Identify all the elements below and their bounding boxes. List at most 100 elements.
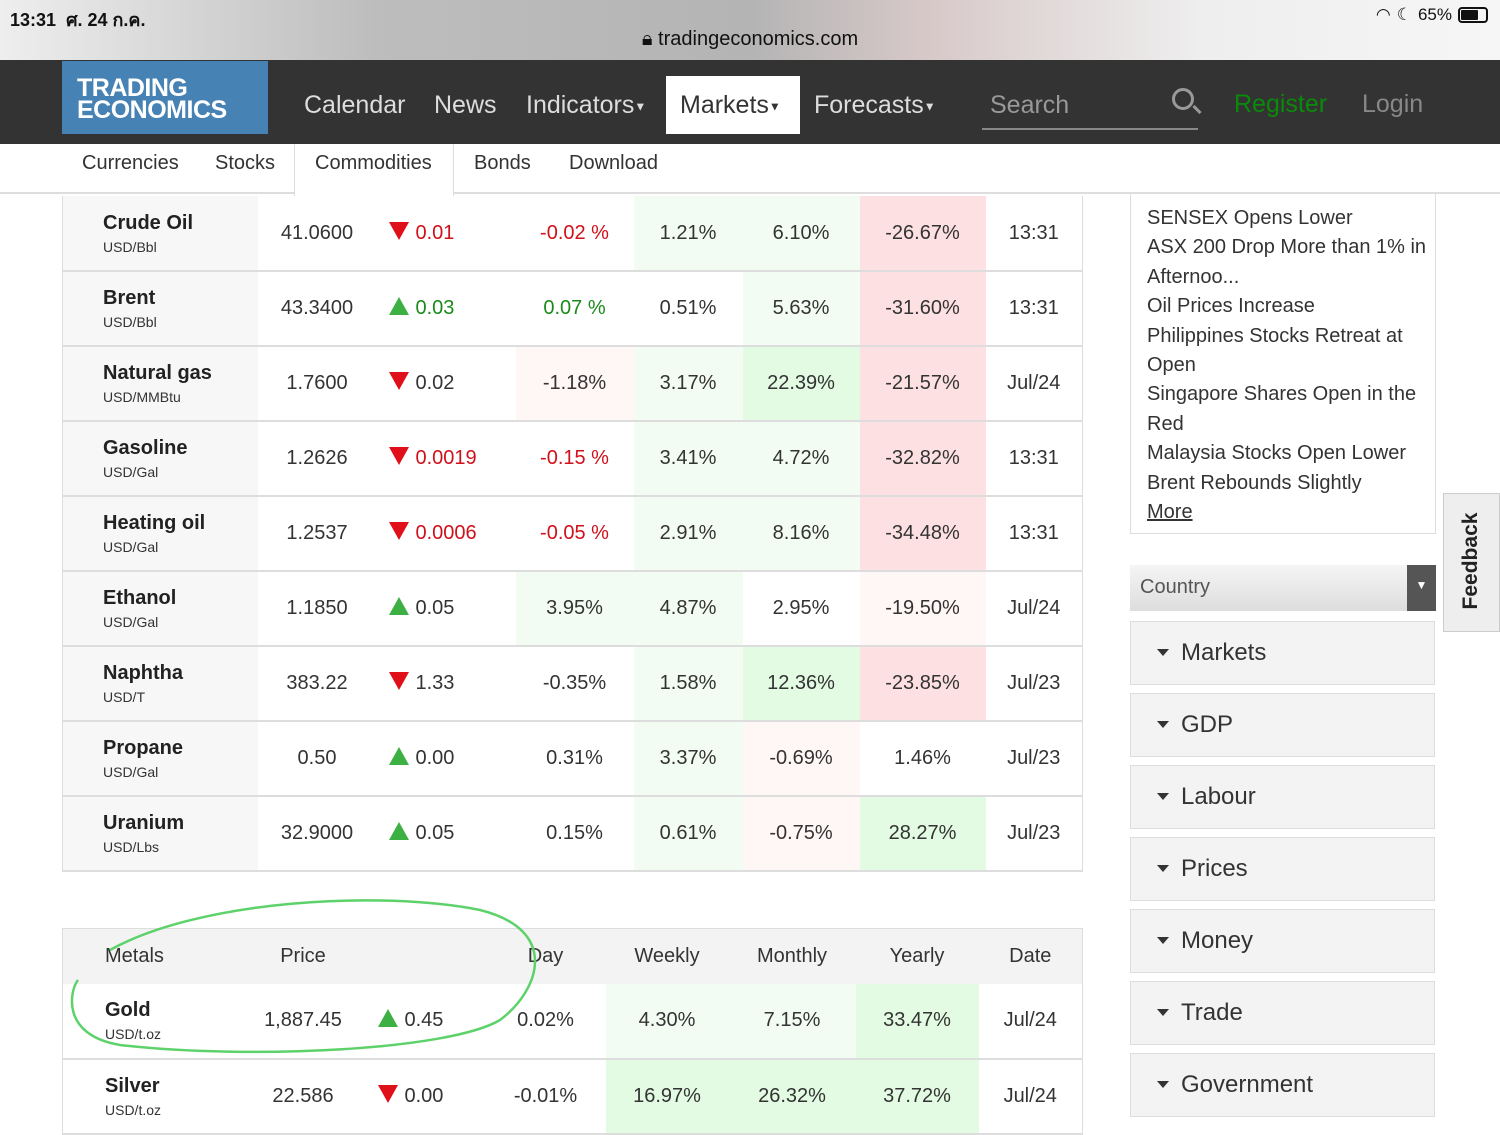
country-select[interactable]: Country ▼ [1130, 565, 1436, 611]
name-cell: Crude Oil USD/Bbl [62, 196, 258, 272]
table-row[interactable]: Crude Oil USD/Bbl 41.0600 0.01 -0.02 % 1.21% 6… [62, 196, 1083, 272]
table-row[interactable]: Brent USD/Bbl 43.3400 0.03 0.07 % 0.51% 5.63% -… [62, 271, 1083, 347]
nav-indicators[interactable]: Indicators▼ [526, 91, 647, 119]
table-row[interactable]: Naphtha USD/T 383.22 1.33 -0.35% 1.58% 12.36% -… [62, 646, 1083, 722]
feedback-tab[interactable]: Feedback [1443, 493, 1500, 632]
commodity-unit: USD/MMBtu [103, 389, 181, 405]
section-prices[interactable]: Prices [1130, 837, 1435, 901]
news-item[interactable]: Brent Rebounds Slightly [1147, 471, 1362, 494]
date-cell: Jul/24 [985, 346, 1083, 422]
monthly-cell: 2.95% [742, 571, 860, 647]
moon-icon: ☾ [1396, 5, 1412, 24]
commodity-name[interactable]: Gasoline [103, 437, 188, 459]
search-icon[interactable] [1172, 88, 1194, 110]
section-labour[interactable]: Labour [1130, 765, 1435, 829]
caret-down-icon [1157, 865, 1169, 872]
price-cell: 22.586 [240, 1058, 366, 1135]
logo[interactable]: TRADING ECONOMICS [62, 61, 268, 134]
arrow-down-icon [389, 522, 416, 544]
section-government[interactable]: Government [1130, 1053, 1435, 1117]
table-row[interactable]: Ethanol USD/Gal 1.1850 0.05 3.95% 4.87% 2.95% -… [62, 571, 1083, 647]
table-row[interactable]: Gold USD/t.oz 1,887.45 0.45 0.02% 4.30% 7.15% 3… [62, 983, 1083, 1060]
section-trade[interactable]: Trade [1130, 981, 1435, 1045]
table-row[interactable]: Natural gas USD/MMBtu 1.7600 0.02 -1.18% 3.17… [62, 346, 1083, 422]
nav-calendar[interactable]: Calendar [304, 91, 406, 119]
monthly-cell: 8.16% [742, 496, 860, 572]
commodity-unit: USD/Lbs [103, 839, 160, 855]
change-cell: 0.05 [376, 796, 516, 872]
header-date[interactable]: Date [978, 928, 1083, 984]
yearly-cell: -34.48% [859, 496, 986, 572]
commodity-name[interactable]: Propane [103, 737, 184, 759]
commodity-name[interactable]: Natural gas [103, 362, 212, 384]
commodity-name[interactable]: Heating oil [103, 512, 206, 534]
monthly-cell: 5.63% [742, 271, 860, 347]
percent-cell: -0.15 % [515, 421, 634, 497]
header-metals[interactable]: Metals [62, 928, 241, 984]
commodity-name[interactable]: Ethanol [103, 587, 177, 609]
news-item[interactable]: Singapore Shares Open in the Red [1147, 383, 1417, 435]
tab-stocks[interactable]: Stocks [215, 152, 276, 174]
tab-download[interactable]: Download [569, 152, 658, 174]
tab-bonds[interactable]: Bonds [474, 152, 531, 174]
percent-cell: -0.05 % [515, 496, 634, 572]
change-cell: 0.05 [376, 571, 516, 647]
commodity-name[interactable]: Gold [105, 999, 151, 1021]
header-day[interactable]: Day [485, 928, 606, 984]
table-row[interactable]: Silver USD/t.oz 22.586 0.00 -0.01% 16.97% 26.3… [62, 1058, 1083, 1135]
commodity-unit: USD/T [103, 689, 145, 705]
change-cell: 0.0006 [376, 496, 516, 572]
nav-markets[interactable]: Markets▼ [666, 76, 800, 134]
price-cell: 32.9000 [257, 796, 377, 872]
commodity-name[interactable]: Uranium [103, 812, 185, 834]
price-cell: 1.2537 [257, 496, 377, 572]
header-yearly[interactable]: Yearly [855, 928, 979, 984]
section-money[interactable]: Money [1130, 909, 1435, 973]
header-weekly[interactable]: Weekly [605, 928, 729, 984]
search-input[interactable]: Search [982, 82, 1198, 130]
login-link[interactable]: Login [1362, 90, 1424, 118]
table-row[interactable]: Heating oil USD/Gal 1.2537 0.0006 -0.05 % 2.9… [62, 496, 1083, 572]
nav-forecasts[interactable]: Forecasts▼ [814, 91, 936, 119]
commodity-name[interactable]: Silver [105, 1074, 160, 1097]
table-row[interactable]: Propane USD/Gal 0.50 0.00 0.31% 3.37% -0.69% 1.… [62, 721, 1083, 797]
news-item[interactable]: SENSEX Opens Lower [1147, 207, 1353, 229]
commodity-name[interactable]: Brent [103, 287, 156, 309]
date-cell: 13:31 [985, 421, 1083, 497]
weekly-cell: 3.17% [633, 346, 743, 422]
address-bar[interactable]: 🔒︎ tradingeconomics.com [641, 28, 859, 50]
percent-cell: -0.35% [515, 646, 634, 722]
news-item[interactable]: Oil Prices Increase [1147, 295, 1315, 318]
percent-cell: 0.15% [515, 796, 634, 872]
section-markets[interactable]: Markets [1130, 621, 1435, 685]
monthly-cell: 7.15% [728, 983, 856, 1060]
news-item[interactable]: ASX 200 Drop More than 1% in Afternoo... [1147, 236, 1427, 288]
nav-news[interactable]: News [434, 91, 497, 119]
price-cell: 0.50 [257, 721, 377, 797]
monthly-cell: 26.32% [728, 1058, 856, 1135]
news-item[interactable]: Afternoon Trad... [1147, 194, 1296, 203]
section-gdp[interactable]: GDP [1130, 693, 1435, 757]
wifi-icon: ◠ [1375, 5, 1391, 24]
caret-down-icon [1157, 1009, 1169, 1016]
yearly-cell: -31.60% [859, 271, 986, 347]
arrow-down-icon [389, 447, 416, 469]
news-item[interactable]: Philippines Stocks Retreat at Open [1147, 324, 1403, 377]
change-cell: 0.00 [365, 1058, 486, 1135]
tab-commodities[interactable]: Commodities [315, 152, 432, 174]
header-price[interactable]: Price [240, 928, 366, 984]
tab-currencies[interactable]: Currencies [82, 152, 179, 174]
table-row[interactable]: Uranium USD/Lbs 32.9000 0.05 0.15% 0.61% -0.75… [62, 796, 1083, 872]
commodity-name[interactable]: Crude Oil [103, 211, 194, 234]
status-bar: 13:31 ศ. 24 ก.ค. ◠ ☾ 65% 🔒︎ tradingeconomi… [0, 0, 1500, 60]
news-item[interactable]: Malaysia Stocks Open Lower [1147, 442, 1407, 465]
table-row[interactable]: Gasoline USD/Gal 1.2626 0.0019 -0.15 % 3.41% 4… [62, 421, 1083, 497]
date-cell: Jul/24 [985, 571, 1083, 647]
commodity-name[interactable]: Naphtha [103, 662, 183, 684]
header-monthly[interactable]: Monthly [728, 928, 856, 984]
more-link[interactable]: More [1147, 501, 1193, 524]
caret-down-icon: ▼ [923, 99, 936, 114]
commodity-unit: USD/Gal [103, 764, 159, 780]
register-link[interactable]: Register [1234, 90, 1328, 118]
weekly-cell: 3.37% [633, 721, 743, 797]
